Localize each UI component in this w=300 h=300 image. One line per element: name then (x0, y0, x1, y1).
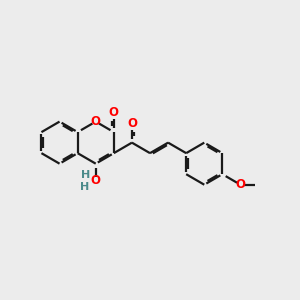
Text: H: H (81, 169, 90, 180)
Text: O: O (127, 117, 137, 130)
Text: H: H (80, 182, 89, 192)
Text: O: O (109, 106, 119, 119)
Text: O: O (91, 174, 101, 187)
Text: O: O (91, 115, 101, 128)
Text: O: O (236, 178, 245, 191)
